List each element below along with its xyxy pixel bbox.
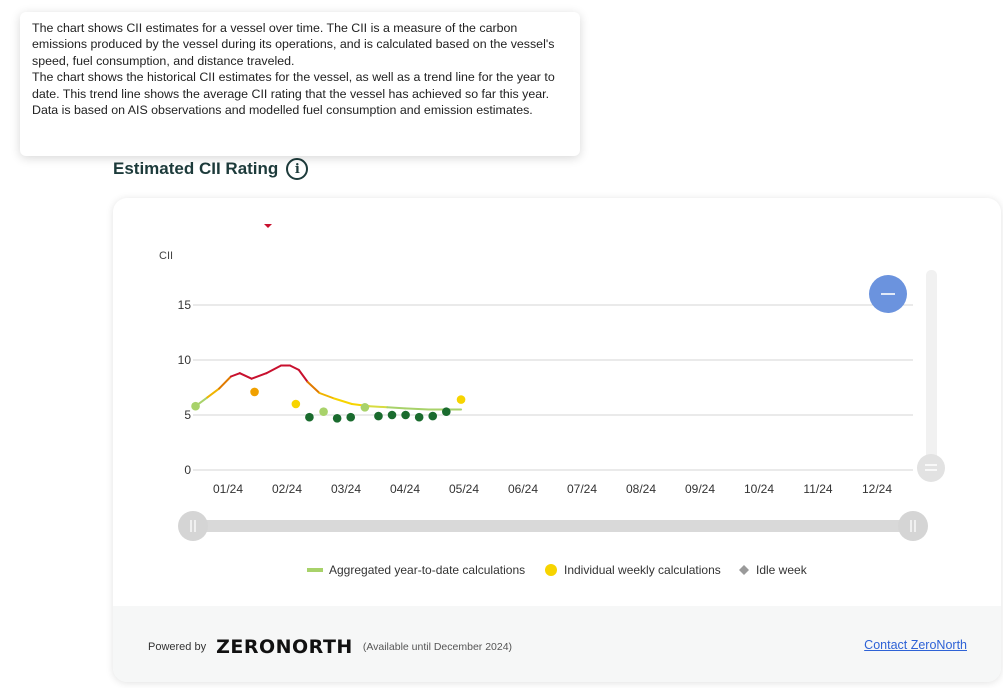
x-tick-label: 04/24: [390, 482, 420, 496]
chart-card: 0 5 10 15 CII 01/24 02/24 03/24 04/24 05/24 06/24 0…: [113, 198, 1001, 682]
powered-by: Powered by ZERONORTH (Available until De…: [148, 636, 512, 658]
x-tick-label: 12/24: [862, 482, 892, 496]
trend-line-segment: [238, 372, 253, 380]
legend-circle-swatch: [545, 564, 557, 576]
legend-label-weekly[interactable]: Individual weekly calculations: [564, 563, 721, 577]
zeronorth-logo: ZERONORTH: [216, 636, 353, 658]
weekly-point[interactable]: [387, 410, 397, 420]
availability-note: (Available until December 2024): [362, 641, 513, 653]
chart-title: Estimated CII Rating: [113, 159, 279, 178]
weekly-point[interactable]: [250, 387, 259, 397]
tooltip-paragraph-2: The chart shows the historical CII estim…: [32, 70, 555, 118]
trend-line-segment: [333, 397, 353, 405]
card-footer: Powered by ZERONORTH (Available until De…: [113, 606, 1001, 682]
weekly-point[interactable]: [291, 399, 301, 409]
weekly-point[interactable]: [401, 410, 410, 420]
trend-line-segment: [297, 368, 309, 383]
trend-line-segment: [265, 364, 283, 375]
x-tick-label: 07/24: [567, 482, 597, 496]
legend-label-aggregated[interactable]: Aggregated year-to-date calculations: [329, 563, 525, 577]
x-tick-label: 05/24: [449, 482, 479, 496]
weekly-point[interactable]: [319, 407, 328, 416]
legend-label-idle[interactable]: Idle week: [756, 563, 808, 577]
chart-description-tooltip: The chart shows CII estimates for a vess…: [20, 12, 580, 156]
range-right-handle[interactable]: [898, 511, 928, 541]
y-tick-label: 15: [178, 298, 192, 312]
trend-line-segment: [206, 387, 221, 399]
range-slider-track[interactable]: [193, 520, 913, 532]
trend-line-segment: [250, 372, 268, 380]
weekly-point[interactable]: [414, 412, 424, 422]
x-tick-label: 11/24: [803, 482, 832, 496]
weekly-point[interactable]: [332, 414, 342, 423]
weekly-point[interactable]: [346, 412, 356, 422]
trend-line-segment: [318, 392, 336, 400]
x-tick-label: 06/24: [508, 482, 538, 496]
x-tick-label: 08/24: [626, 482, 656, 496]
legend-diamond-swatch: [739, 565, 749, 575]
y-axis-label: CII: [159, 250, 173, 262]
rating-marker: [264, 224, 272, 228]
x-tick-label: 03/24: [331, 482, 361, 496]
weekly-point[interactable]: [360, 403, 370, 412]
trend-line-segment: [288, 364, 300, 371]
x-tick-label: 02/24: [272, 482, 302, 496]
tooltip-paragraph-1: The chart shows CII estimates for a vess…: [32, 21, 555, 68]
trend-line-segment: [229, 372, 241, 378]
weekly-point[interactable]: [456, 395, 466, 404]
contact-zeronorth-link[interactable]: Contact ZeroNorth: [864, 638, 967, 652]
trend-line-segment: [218, 375, 232, 390]
weekly-point[interactable]: [428, 411, 438, 421]
weekly-point[interactable]: [442, 407, 451, 416]
trend-line-segment: [386, 406, 406, 410]
x-tick-label: 10/24: [744, 482, 774, 496]
chart-header: Estimated CII Rating i: [113, 158, 309, 180]
cii-chart: 0 5 10 15 CII 01/24 02/24 03/24 04/24 05/24 06/24 0…: [159, 224, 945, 577]
vertical-slider-handle[interactable]: [917, 454, 945, 482]
weekly-point[interactable]: [305, 412, 314, 422]
weekly-point[interactable]: [191, 401, 200, 411]
y-tick-label: 5: [184, 408, 191, 422]
x-tick-label: 01/24: [213, 482, 243, 496]
range-left-handle[interactable]: [178, 511, 208, 541]
y-tick-label: 0: [184, 463, 191, 477]
trend-line-segment: [368, 405, 389, 409]
powered-by-label: Powered by: [148, 641, 207, 653]
y-tick-label: 10: [178, 353, 192, 367]
trend-line-segment: [306, 381, 321, 394]
vertical-slider-track[interactable]: [926, 270, 937, 468]
trend-line-segment: [404, 407, 430, 411]
x-tick-label: 09/24: [685, 482, 715, 496]
legend-line-swatch: [307, 568, 323, 572]
weekly-point[interactable]: [374, 411, 383, 421]
info-circle-icon[interactable]: i: [286, 158, 309, 180]
